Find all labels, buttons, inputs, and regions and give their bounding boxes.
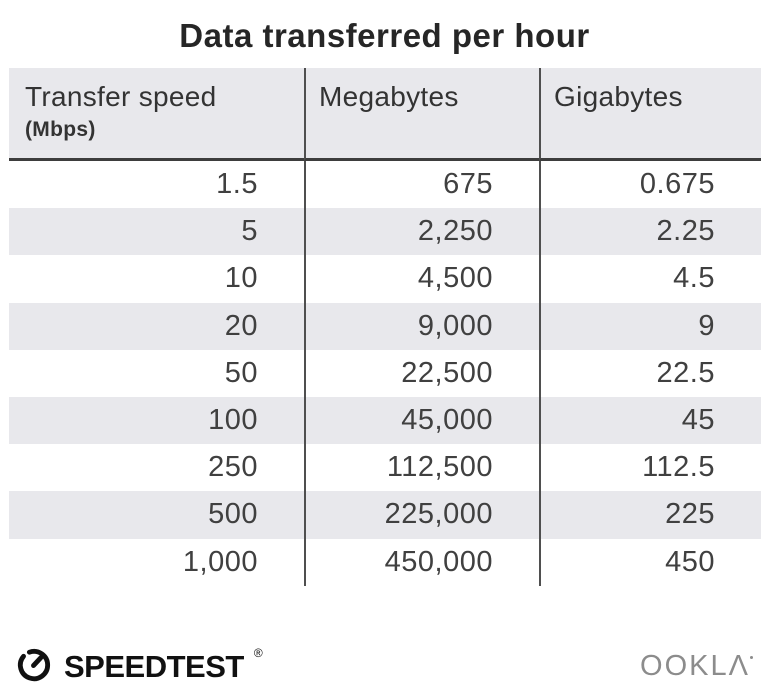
cell-speed: 500 (9, 491, 304, 539)
cell-gigabytes: 0.675 (539, 161, 761, 209)
cell-speed: 250 (9, 444, 304, 492)
cell-gigabytes: 9 (539, 302, 761, 350)
data-table: Transfer speed (Mbps) Megabytes Gigabyte… (9, 68, 761, 586)
cell-megabytes: 675 (304, 161, 539, 209)
cell-gigabytes: 450 (539, 538, 761, 586)
registered-trademark-mark: ® (253, 646, 263, 660)
cell-speed: 5 (9, 208, 304, 256)
cell-megabytes: 2,250 (304, 208, 539, 256)
speedtest-wordmark: SPEEDTEST (64, 648, 244, 684)
cell-gigabytes: 45 (539, 396, 761, 445)
cell-megabytes: 4,500 (304, 255, 539, 303)
chart-title: Data transferred per hour (179, 17, 590, 54)
cell-megabytes: 225,000 (304, 491, 539, 539)
ookla-logo: OOKLΛ (640, 650, 753, 683)
cell-speed: 1,000 (9, 538, 304, 586)
ookla-trademark-dot (750, 656, 753, 659)
ookla-wordmark: OOKLΛ (640, 650, 750, 682)
column-header-megabytes: Megabytes (304, 68, 539, 161)
cell-speed: 100 (9, 396, 304, 445)
cell-gigabytes: 4.5 (539, 255, 761, 303)
column-header-unit: (Mbps) (25, 118, 96, 141)
column-header-label: Megabytes (319, 81, 459, 112)
cell-speed: 20 (9, 302, 304, 350)
cell-megabytes: 112,500 (304, 444, 539, 492)
cell-megabytes: 9,000 (304, 302, 539, 350)
cell-megabytes: 450,000 (304, 538, 539, 586)
column-header-transfer-speed: Transfer speed (Mbps) (9, 68, 304, 161)
column-header-label: Transfer speed (25, 81, 217, 112)
speedtest-gauge-icon (13, 643, 55, 690)
footer: SPEEDTEST ® OOKLΛ (13, 643, 753, 690)
column-header-gigabytes: Gigabytes (539, 68, 761, 161)
cell-speed: 1.5 (9, 161, 304, 209)
cell-gigabytes: 112.5 (539, 444, 761, 492)
cell-gigabytes: 2.25 (539, 208, 761, 256)
speedtest-logo: SPEEDTEST ® (13, 643, 263, 690)
cell-speed: 50 (9, 349, 304, 397)
cell-gigabytes: 22.5 (539, 349, 761, 397)
cell-megabytes: 22,500 (304, 349, 539, 397)
cell-gigabytes: 225 (539, 491, 761, 539)
column-header-label: Gigabytes (554, 81, 683, 112)
cell-megabytes: 45,000 (304, 396, 539, 445)
cell-speed: 10 (9, 255, 304, 303)
